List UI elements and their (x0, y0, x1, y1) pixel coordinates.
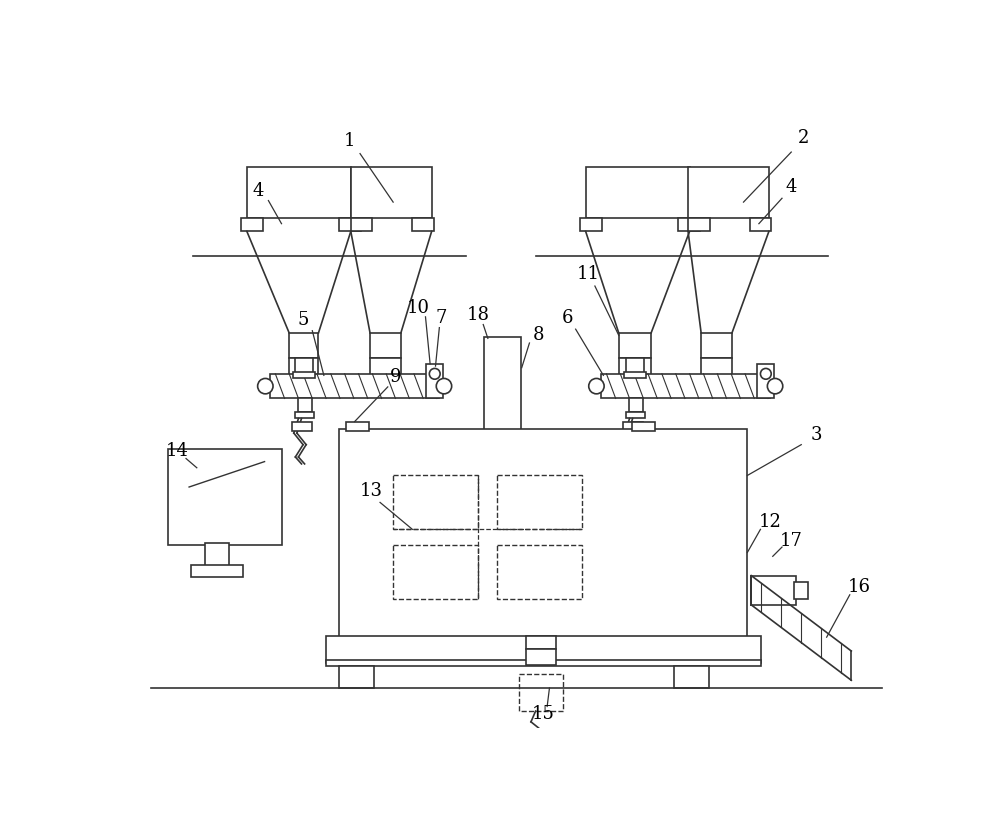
Text: 13: 13 (359, 482, 382, 500)
Bar (757, 364, 774, 398)
Bar (292, 421, 312, 431)
Bar (497, 475, 582, 529)
Bar (688, 168, 769, 218)
Bar (351, 168, 432, 218)
Bar (701, 333, 732, 357)
Circle shape (258, 379, 273, 393)
Bar (339, 667, 374, 688)
Bar (601, 374, 770, 398)
Bar (205, 543, 229, 566)
Bar (626, 412, 645, 419)
Bar (168, 448, 282, 545)
Text: 9: 9 (390, 368, 401, 386)
Bar (370, 333, 401, 357)
Text: 12: 12 (759, 513, 782, 531)
Circle shape (436, 379, 452, 393)
Bar (519, 674, 563, 711)
Text: 3: 3 (811, 426, 822, 444)
Bar (298, 398, 312, 412)
Bar (412, 218, 434, 231)
Bar (326, 636, 761, 663)
Bar (484, 337, 521, 433)
Text: 7: 7 (436, 308, 447, 326)
Bar (247, 168, 351, 218)
Bar (191, 564, 243, 578)
Bar (293, 371, 315, 378)
Text: 11: 11 (576, 265, 599, 283)
Bar (339, 218, 361, 231)
Bar (619, 333, 651, 357)
Circle shape (760, 368, 771, 380)
Bar (295, 357, 313, 374)
Bar (289, 333, 318, 357)
Bar (626, 357, 644, 374)
Bar (339, 429, 747, 637)
Bar (629, 398, 643, 412)
Bar (623, 421, 643, 431)
Bar (794, 582, 808, 599)
Text: 16: 16 (848, 578, 870, 596)
Bar (346, 421, 369, 431)
Text: 8: 8 (533, 326, 544, 344)
Bar (393, 545, 478, 599)
Bar (426, 364, 443, 398)
Bar (486, 433, 519, 439)
Text: 5: 5 (297, 311, 309, 329)
Bar (526, 636, 556, 649)
Text: 17: 17 (780, 532, 803, 550)
Text: 6: 6 (562, 308, 574, 326)
Bar (270, 374, 439, 398)
Circle shape (589, 379, 604, 393)
Text: 4: 4 (786, 178, 797, 196)
Bar (586, 168, 690, 218)
Bar (295, 412, 314, 419)
Bar (580, 218, 602, 231)
Bar (624, 371, 646, 378)
Text: 10: 10 (407, 299, 430, 317)
Bar (526, 649, 556, 665)
Bar (632, 421, 655, 431)
Text: 15: 15 (532, 705, 555, 723)
Bar (678, 218, 700, 231)
Bar (619, 357, 651, 375)
Bar (497, 545, 582, 599)
Bar (241, 218, 263, 231)
Bar (289, 357, 318, 375)
Text: 1: 1 (344, 132, 355, 150)
Bar (393, 475, 478, 529)
Bar (674, 667, 709, 688)
Bar (751, 576, 796, 605)
Circle shape (429, 368, 440, 380)
Bar (688, 218, 710, 231)
Text: 14: 14 (166, 442, 189, 460)
Text: 4: 4 (253, 182, 264, 200)
Bar (701, 357, 732, 375)
Bar (351, 218, 372, 231)
Text: 2: 2 (798, 129, 809, 147)
Bar (750, 218, 771, 231)
Bar (326, 660, 761, 667)
Text: 18: 18 (466, 306, 489, 324)
Bar (370, 357, 401, 375)
Circle shape (767, 379, 783, 393)
